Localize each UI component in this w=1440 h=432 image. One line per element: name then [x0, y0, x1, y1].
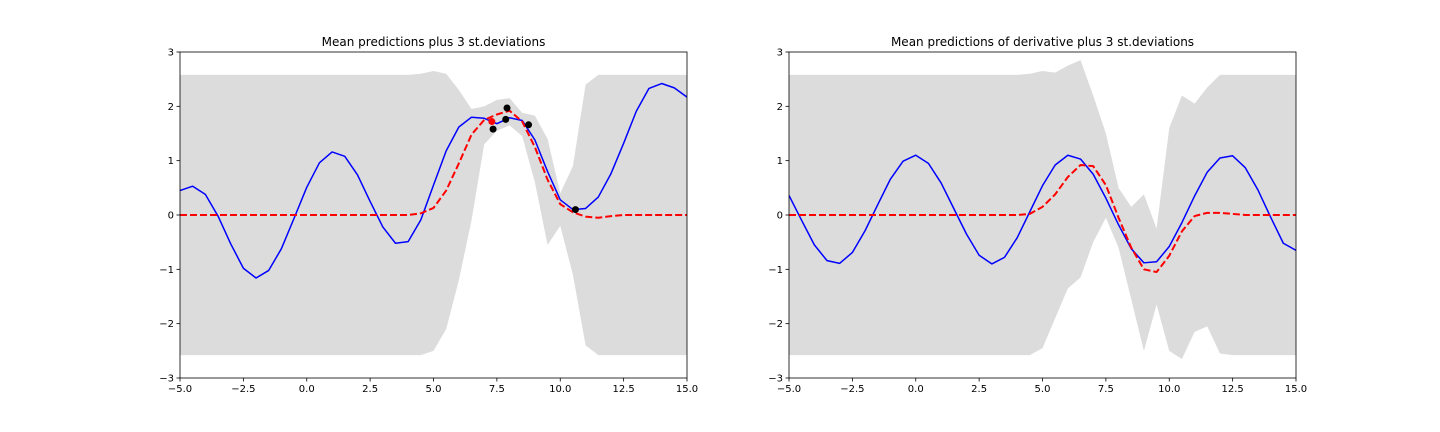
x-tick-label: 12.5	[1221, 384, 1243, 395]
x-tick-label: 2.5	[362, 384, 378, 395]
observation-point	[503, 104, 511, 112]
x-tick-label: 0.0	[908, 384, 924, 395]
x-tick-label: 5.0	[1035, 384, 1051, 395]
x-tick-label: 0.0	[299, 384, 315, 395]
confidence-band	[180, 71, 687, 356]
y-tick-label: 3	[777, 48, 783, 59]
x-tick-label: 5.0	[426, 384, 442, 395]
observation-point	[525, 121, 533, 129]
x-tick-label: 7.5	[489, 384, 505, 395]
plot-area	[180, 71, 687, 356]
x-tick-label: −2.5	[840, 384, 864, 395]
x-tick-label: 2.5	[971, 384, 987, 395]
observation-point	[502, 115, 510, 123]
x-tick-label: −2.5	[231, 384, 255, 395]
y-tick-label: −3	[159, 374, 174, 385]
y-tick-label: −1	[159, 265, 174, 276]
chart-panel-mean-predictions: −5.0 −2.5 0.0 2.5 5.0 7.5 10.0 12.5 15.0 −3 −2 −1 0 1…	[159, 35, 698, 395]
observation-point	[571, 206, 579, 214]
true-function-line	[180, 82, 687, 279]
confidence-band	[789, 60, 1296, 359]
y-tick-label: 2	[168, 102, 174, 113]
x-tick-label: 10.0	[549, 384, 571, 395]
chart-title: Mean predictions plus 3 st.deviations	[322, 35, 546, 49]
chart-panel-derivative-predictions: −5.0 −2.5 0.0 2.5 5.0 7.5 10.0 12.5 15.0 −3 −2 −1 0 1…	[768, 35, 1307, 395]
y-tick-label: −2	[768, 319, 783, 330]
y-tick-label: −1	[768, 265, 783, 276]
y-tick-label: 3	[168, 48, 174, 59]
x-tick-label: −5.0	[168, 384, 192, 395]
mean-prediction-line	[180, 109, 687, 219]
x-tick-label: 10.0	[1158, 384, 1180, 395]
chart-title: Mean predictions of derivative plus 3 st…	[891, 35, 1194, 49]
y-tick-label: −3	[768, 374, 783, 385]
y-tick-label: 1	[777, 156, 783, 167]
y-tick-label: 2	[777, 102, 783, 113]
mean-derivative-line	[789, 164, 1296, 274]
x-tick-label: 15.0	[1285, 384, 1307, 395]
y-tick-label: 0	[777, 211, 783, 222]
observation-point	[489, 125, 497, 133]
plot-area	[789, 60, 1296, 359]
true-derivative-line	[789, 154, 1296, 265]
observation-point	[488, 118, 496, 126]
x-tick-label: −5.0	[777, 384, 801, 395]
x-tick-label: 7.5	[1098, 384, 1114, 395]
y-tick-label: 1	[168, 156, 174, 167]
x-tick-label: 15.0	[676, 384, 698, 395]
y-tick-label: −2	[159, 319, 174, 330]
y-tick-label: 0	[168, 211, 174, 222]
x-tick-label: 12.5	[612, 384, 634, 395]
